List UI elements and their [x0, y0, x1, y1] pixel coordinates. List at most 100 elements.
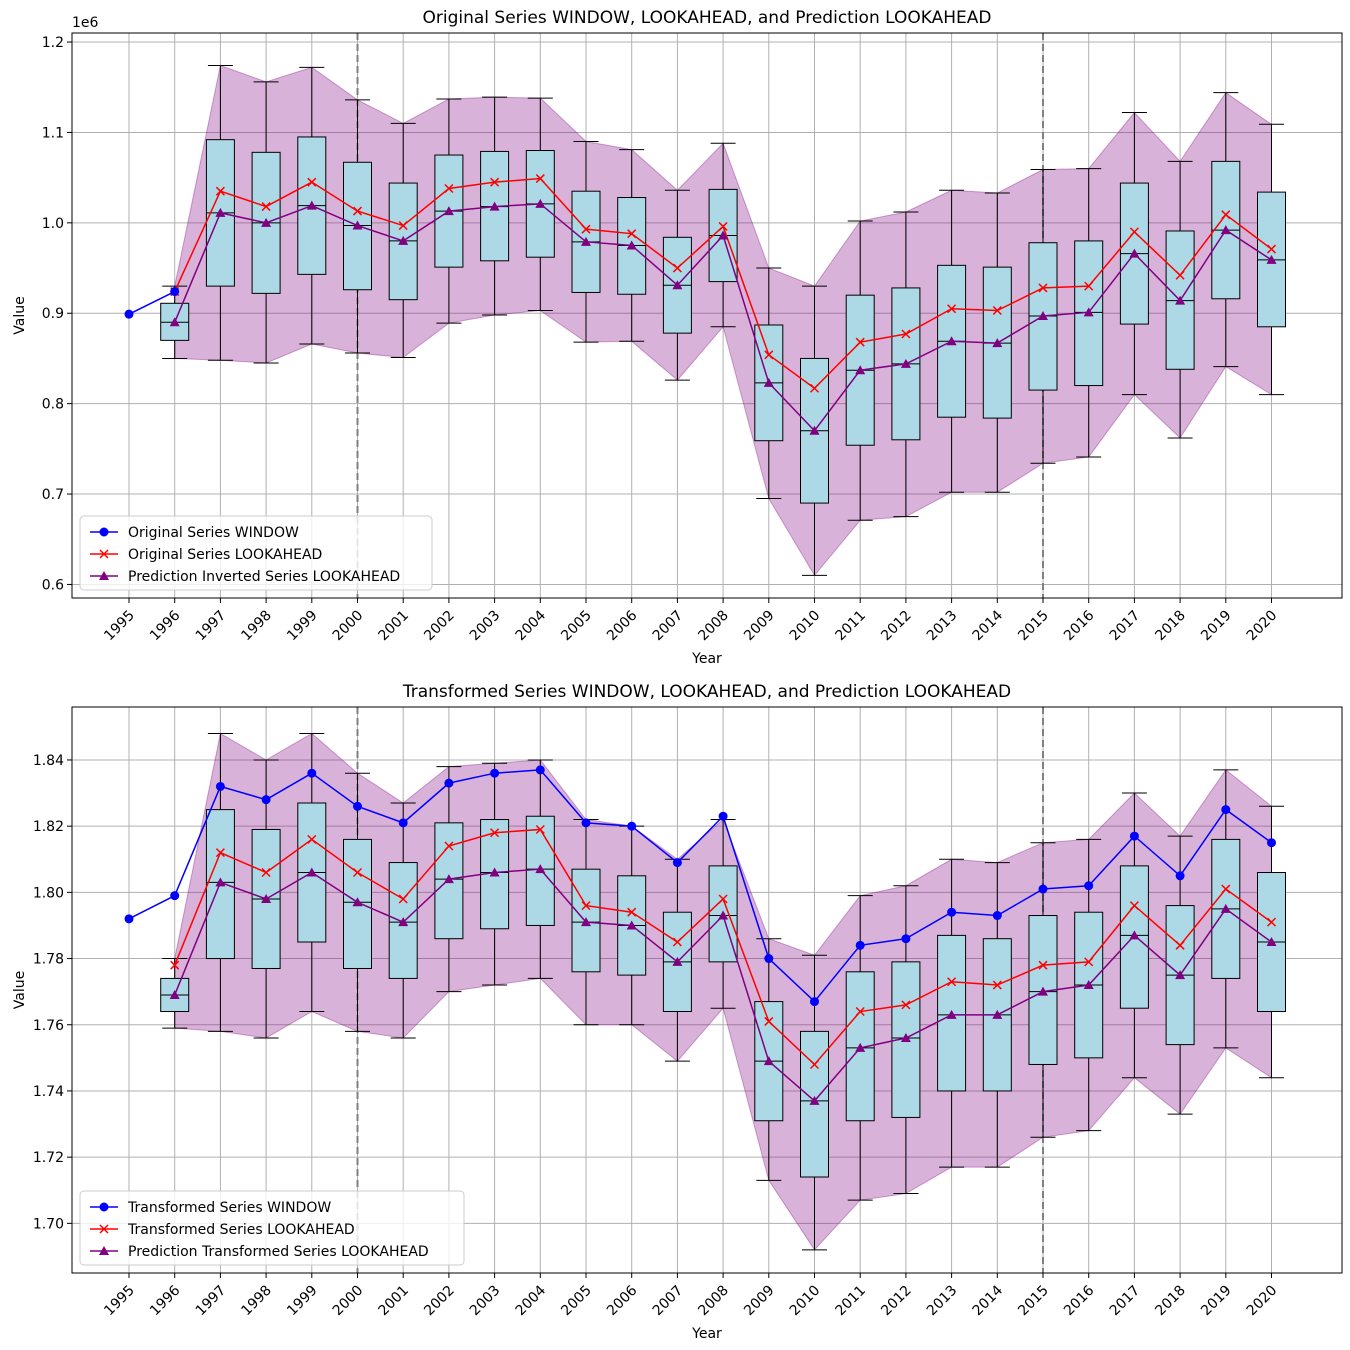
x-tick-label: 2002 — [421, 1283, 458, 1320]
data-point-2018 — [1175, 970, 1186, 980]
x-tick-label: 2002 — [421, 608, 458, 645]
x-tick-label: 2008 — [695, 608, 732, 645]
x-tick-label: 2003 — [467, 1283, 504, 1320]
data-point-2004 — [535, 765, 545, 775]
x-tick-label: 2018 — [1152, 608, 1189, 645]
x-tick-label: 1997 — [193, 1283, 230, 1320]
data-point-2013 — [946, 1009, 957, 1019]
data-point-2006 — [627, 229, 637, 239]
y-tick-label: 1.82 — [33, 819, 64, 835]
x-tick-label: 2013 — [924, 608, 961, 645]
data-point-2002 — [443, 206, 454, 216]
data-point-2018 — [1175, 270, 1185, 280]
data-point-2006 — [626, 920, 637, 930]
x-tick-label: 2009 — [741, 608, 778, 645]
data-point-1997 — [215, 877, 226, 887]
data-point-2004 — [535, 198, 546, 208]
data-point-2016 — [1084, 281, 1094, 291]
series-1 — [124, 287, 180, 319]
data-point-2001 — [398, 818, 408, 828]
legend-entry: Original Series LOOKAHEAD — [90, 547, 322, 563]
legend-box — [79, 515, 433, 591]
data-point-2017 — [1129, 248, 1140, 258]
data-point-2001 — [398, 917, 409, 927]
y-tick-label: 1.1 — [42, 125, 64, 141]
x-tick-label: 2005 — [558, 608, 595, 645]
data-point-2000 — [352, 206, 363, 216]
series-3 — [169, 198, 1277, 435]
data-point-2005 — [581, 224, 591, 234]
legend-marker — [99, 571, 109, 580]
data-point-2003 — [489, 201, 500, 211]
x-tick-label: 2020 — [1244, 608, 1281, 645]
legend-label: Transformed Series LOOKAHEAD — [127, 1222, 355, 1238]
data-point-2008 — [718, 230, 729, 240]
legend-marker — [99, 1246, 109, 1255]
data-point-2009 — [763, 377, 774, 387]
data-point-2000 — [352, 867, 363, 878]
legend-entry: Transformed Series LOOKAHEAD — [90, 1222, 355, 1238]
y-tick-label: 1.84 — [33, 753, 64, 769]
data-point-2007 — [672, 263, 682, 273]
data-point-1998 — [261, 893, 272, 903]
legend: Transformed Series WINDOW Transformed Ser… — [79, 1190, 465, 1266]
data-point-1996 — [169, 989, 180, 999]
data-point-2010 — [809, 1095, 820, 1105]
x-tick-label: 2020 — [1244, 1283, 1281, 1320]
legend-box — [79, 1190, 465, 1266]
data-point-2013 — [946, 336, 957, 346]
data-point-2008 — [718, 910, 729, 920]
legend-marker — [99, 1224, 109, 1234]
data-point-2006 — [627, 907, 637, 917]
data-point-2007 — [672, 956, 683, 966]
data-point-1998 — [261, 867, 271, 878]
chart-title: Transformed Series WINDOW, LOOKAHEAD, an… — [402, 682, 1011, 702]
x-tick-label: 1999 — [284, 1283, 321, 1320]
data-point-2008 — [718, 894, 728, 904]
data-point-2010 — [809, 1059, 820, 1070]
legend-label: Transformed Series WINDOW — [127, 1200, 331, 1216]
y-tick-label: 0.8 — [42, 397, 64, 413]
x-tick-label: 2003 — [467, 608, 504, 645]
x-tick-label: 2017 — [1107, 1283, 1144, 1320]
data-point-2016 — [1084, 957, 1094, 967]
data-point-2003 — [490, 177, 500, 187]
data-point-1998 — [261, 795, 271, 805]
x-tick-label: 2004 — [513, 1282, 550, 1319]
data-point-2007 — [672, 858, 682, 868]
y-tick-label: 0.7 — [42, 487, 64, 503]
data-point-2009 — [764, 954, 774, 964]
data-point-2011 — [855, 365, 866, 375]
x-tick-label: 2018 — [1152, 1283, 1189, 1320]
x-tick-label: 1998 — [238, 608, 275, 645]
y-tick-label: 1.74 — [33, 1084, 64, 1100]
data-point-2002 — [444, 841, 454, 851]
series-2 — [170, 174, 1277, 393]
data-point-2005 — [581, 901, 591, 911]
data-point-2015 — [1038, 310, 1048, 320]
x-tick-label: 2017 — [1107, 608, 1144, 645]
x-tick-label: 2008 — [695, 1283, 732, 1320]
x-tick-label: 1995 — [101, 1283, 138, 1320]
x-tick-label: 2019 — [1198, 608, 1235, 645]
data-point-2009 — [764, 350, 774, 360]
x-tick-label: 2012 — [878, 608, 915, 645]
data-point-2018 — [1175, 295, 1186, 305]
legend-label: Original Series WINDOW — [128, 525, 299, 541]
series-2 — [170, 824, 1277, 1070]
x-tick-label: 2000 — [330, 608, 367, 645]
data-point-1999 — [307, 177, 317, 187]
data-point-2014 — [992, 980, 1002, 990]
box — [571, 868, 601, 973]
data-point-2008 — [718, 221, 728, 231]
x-tick-label: 1995 — [101, 608, 138, 645]
data-point-2008 — [718, 811, 728, 821]
data-point-2016 — [1084, 881, 1094, 891]
data-point-1999 — [306, 867, 317, 877]
series-1 — [124, 765, 1276, 1007]
data-point-2003 — [490, 768, 500, 778]
data-point-2017 — [1129, 901, 1139, 911]
x-tick-label: 2001 — [376, 1283, 413, 1320]
data-point-2010 — [809, 383, 820, 393]
data-point-2020 — [1266, 244, 1277, 254]
